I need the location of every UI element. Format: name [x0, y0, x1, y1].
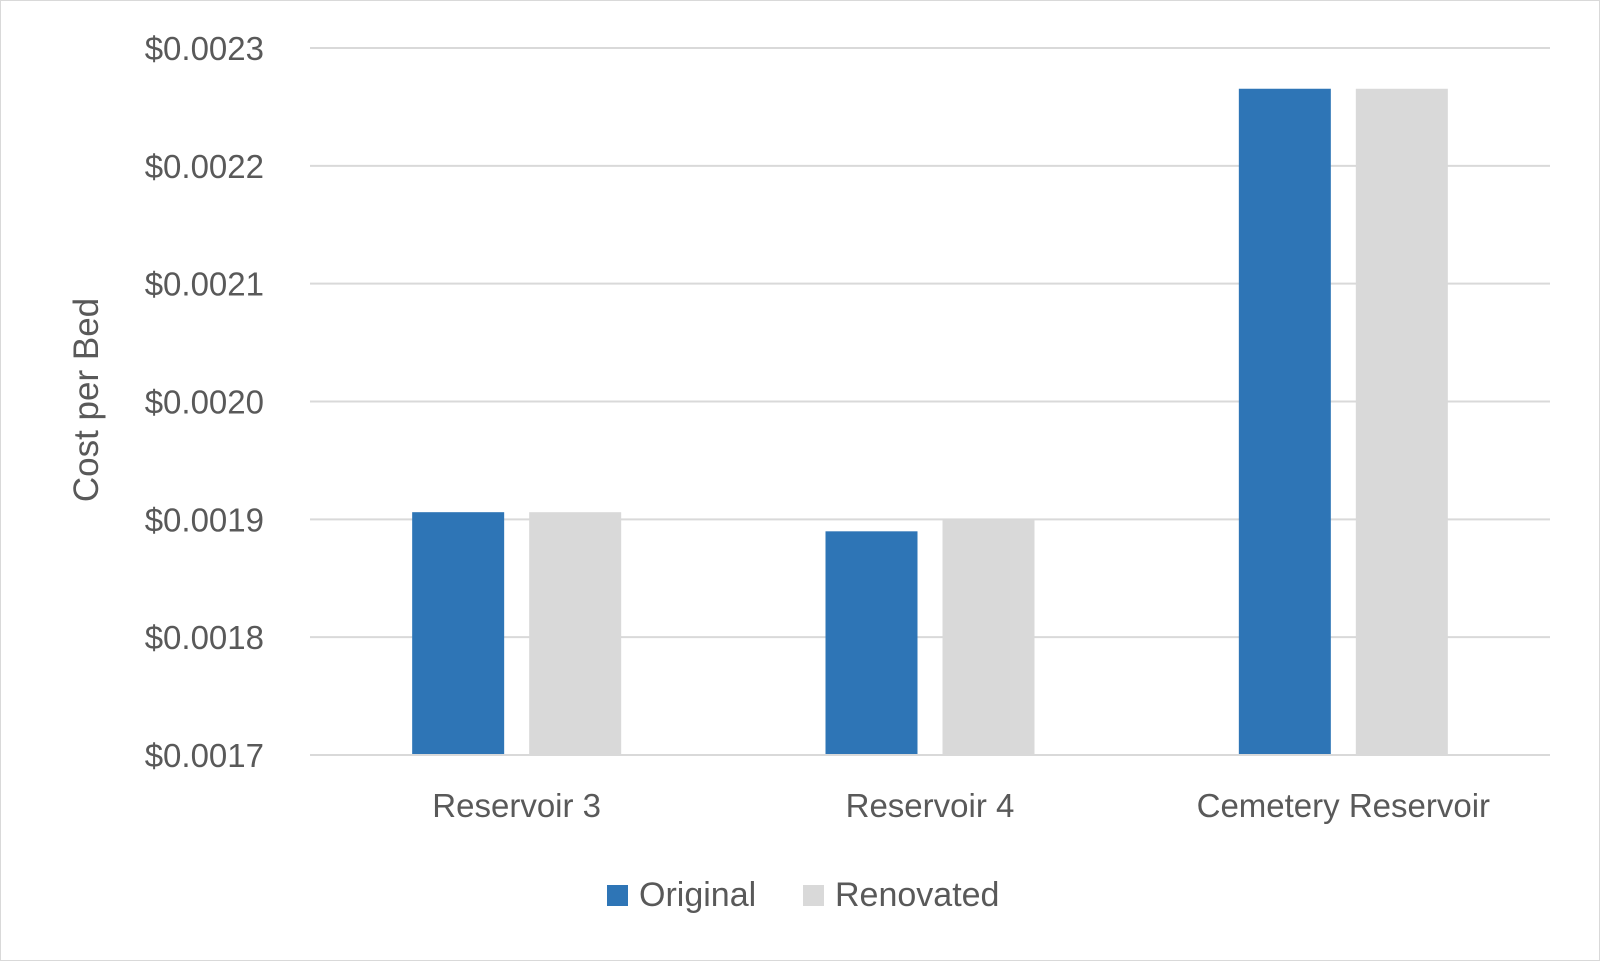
bar-renovated-1 — [529, 512, 622, 755]
legend: Original Renovated — [607, 876, 999, 914]
y-tick-label: $0.0018 — [145, 619, 264, 656]
gridlines — [310, 47, 1550, 639]
legend-swatch-original — [607, 885, 628, 906]
bar-renovated-2 — [942, 519, 1035, 755]
x-axis-category-labels: Reservoir 3 Reservoir 4 Cemetery Reservoir — [432, 787, 1490, 824]
y-tick-label: $0.0021 — [145, 266, 264, 303]
x-category-label: Reservoir 4 — [846, 787, 1015, 824]
legend-label-original: Original — [639, 876, 756, 914]
y-axis-tick-labels: $0.0017 $0.0018 $0.0019 $0.0020 $0.0021 $0.00… — [145, 30, 264, 774]
y-tick-label: $0.0023 — [145, 30, 264, 67]
legend-label-renovated: Renovated — [835, 876, 999, 914]
legend-swatch-renovated — [803, 885, 824, 906]
bar-original-3 — [1238, 88, 1331, 755]
y-tick-label: $0.0020 — [145, 384, 264, 421]
y-tick-label: $0.0017 — [145, 737, 264, 774]
y-tick-label: $0.0019 — [145, 501, 264, 538]
bar-original-2 — [825, 531, 918, 755]
y-axis-title: Cost per Bed — [67, 298, 106, 502]
bar-renovated-3 — [1355, 88, 1448, 755]
x-category-label: Reservoir 3 — [432, 787, 601, 824]
bar-original-1 — [412, 512, 505, 755]
x-category-label: Cemetery Reservoir — [1197, 787, 1490, 824]
bars — [412, 88, 1448, 755]
y-tick-label: $0.0022 — [145, 148, 264, 185]
